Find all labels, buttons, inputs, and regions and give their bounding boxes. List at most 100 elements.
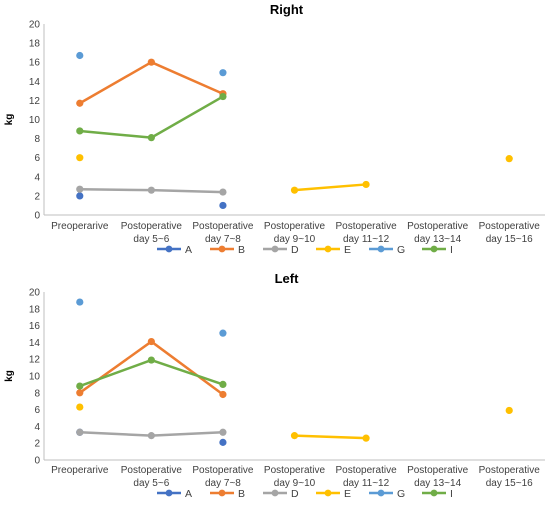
legend-marker xyxy=(271,245,279,253)
legend-marker xyxy=(165,489,173,497)
chart-title: Right xyxy=(270,2,304,17)
data-point-A xyxy=(76,192,84,200)
data-point-I xyxy=(219,380,227,388)
x-tick-label: Postoperative day 11~12 xyxy=(335,221,397,245)
y-tick-label: 2 xyxy=(34,439,40,450)
data-point-G xyxy=(76,298,84,306)
data-point-B xyxy=(147,58,155,66)
x-tick-label: Postoperative day 9~10 xyxy=(264,465,326,489)
y-tick-label: 16 xyxy=(29,321,41,332)
data-point-E xyxy=(505,155,513,163)
data-point-B xyxy=(219,390,227,399)
data-point-A xyxy=(219,438,227,446)
legend-marker xyxy=(430,245,438,253)
data-point-E xyxy=(76,403,84,411)
y-tick-label: 8 xyxy=(34,388,40,399)
y-tick-label: 12 xyxy=(29,355,41,366)
series-line-I xyxy=(150,358,225,386)
legend-marker xyxy=(377,489,385,497)
left-chart: Left kg 0 2 4 6 8 10 12 14 16 18 20 Preoperarive Pos… xyxy=(4,271,545,500)
data-point-D xyxy=(219,188,227,196)
legend-item-I: I xyxy=(422,488,453,500)
legend-label: G xyxy=(397,488,405,500)
data-point-E xyxy=(362,180,370,189)
legend-item-D: D xyxy=(263,244,299,256)
data-point-I xyxy=(219,92,227,101)
x-tick-label: Postoperative day 7~8 xyxy=(192,221,254,245)
series-line-D xyxy=(150,188,225,194)
y-tick-label: 20 xyxy=(29,288,41,299)
legend-marker xyxy=(324,489,332,497)
x-tick-label: Postoperative day 5~6 xyxy=(121,465,183,489)
y-tick-label: 10 xyxy=(29,372,41,383)
data-point-E xyxy=(290,432,299,440)
data-point-G xyxy=(76,51,84,60)
data-point-I xyxy=(147,356,155,364)
legend-item-A: A xyxy=(157,488,192,500)
y-tick-label: 6 xyxy=(34,153,40,164)
legend-item-B: B xyxy=(210,488,245,500)
y-tick-label: 6 xyxy=(34,405,40,416)
legend-label: I xyxy=(450,244,453,256)
legend-item-G: G xyxy=(369,244,405,256)
right-chart: Right kg 0 2 4 6 8 10 12 14 16 18 20 Preoperarive Po… xyxy=(4,2,545,256)
legend-item-B: B xyxy=(210,244,245,256)
data-point-I xyxy=(147,134,155,142)
legend-item-I: I xyxy=(422,244,453,256)
data-point-D xyxy=(219,428,227,436)
legend-label: A xyxy=(185,488,192,500)
y-tick-label: 8 xyxy=(34,134,40,145)
data-point-E xyxy=(290,186,299,194)
y-tick-label: 12 xyxy=(29,96,41,107)
legend-item-E: E xyxy=(316,244,351,256)
y-axis-label: kg xyxy=(4,370,15,382)
legend-marker xyxy=(165,245,173,253)
x-tick-label: Postoperative day 13~14 xyxy=(407,465,469,489)
x-tick-label: Preoperarive xyxy=(51,465,109,476)
legend-item-A: A xyxy=(157,244,192,256)
data-point-E xyxy=(362,434,370,442)
y-tick-label: 0 xyxy=(34,211,40,222)
y-tick-label: 10 xyxy=(29,115,41,126)
legend-label: D xyxy=(291,488,299,500)
data-point-E xyxy=(76,154,84,162)
x-tick-label: Postoperative day 13~14 xyxy=(407,221,469,245)
legend-label: E xyxy=(344,488,351,500)
data-point-I xyxy=(76,382,84,390)
series-line-I xyxy=(78,129,153,139)
x-tick-label: Preoperarive xyxy=(51,221,109,232)
y-tick-label: 20 xyxy=(29,20,41,31)
series-line-I xyxy=(78,358,153,388)
legend-marker xyxy=(218,489,226,497)
series-line-B xyxy=(150,60,225,95)
x-tick-label: Postoperative day 9~10 xyxy=(264,221,326,245)
series-line-D xyxy=(150,431,225,437)
series-line-D xyxy=(78,187,153,192)
y-tick-label: 4 xyxy=(34,172,40,183)
legend-label: A xyxy=(185,244,192,256)
legend-marker xyxy=(377,245,385,253)
y-tick-label: 0 xyxy=(34,456,40,467)
series-line-B xyxy=(78,340,153,395)
legend-label: E xyxy=(344,244,351,256)
data-point-G xyxy=(219,69,227,77)
x-tick-label: Postoperative day 5~6 xyxy=(121,221,183,245)
series-line-E xyxy=(293,183,368,192)
y-axis-label: kg xyxy=(4,114,15,126)
y-tick-label: 4 xyxy=(34,422,40,433)
chart-title: Left xyxy=(275,271,300,286)
data-point-D xyxy=(147,186,155,194)
series-line-B xyxy=(78,60,153,105)
data-point-E xyxy=(505,406,513,415)
x-tick-label: Postoperative day 15~16 xyxy=(479,465,541,489)
series-line-I xyxy=(150,95,225,139)
series-line-D xyxy=(78,431,153,437)
data-point-B xyxy=(76,99,84,107)
x-tick-label: Postoperative day 11~12 xyxy=(335,465,397,489)
legend-label: B xyxy=(238,244,245,256)
series-line-E xyxy=(293,434,368,440)
y-tick-label: 14 xyxy=(29,338,41,349)
data-point-D xyxy=(76,428,84,436)
legend-label: G xyxy=(397,244,405,256)
